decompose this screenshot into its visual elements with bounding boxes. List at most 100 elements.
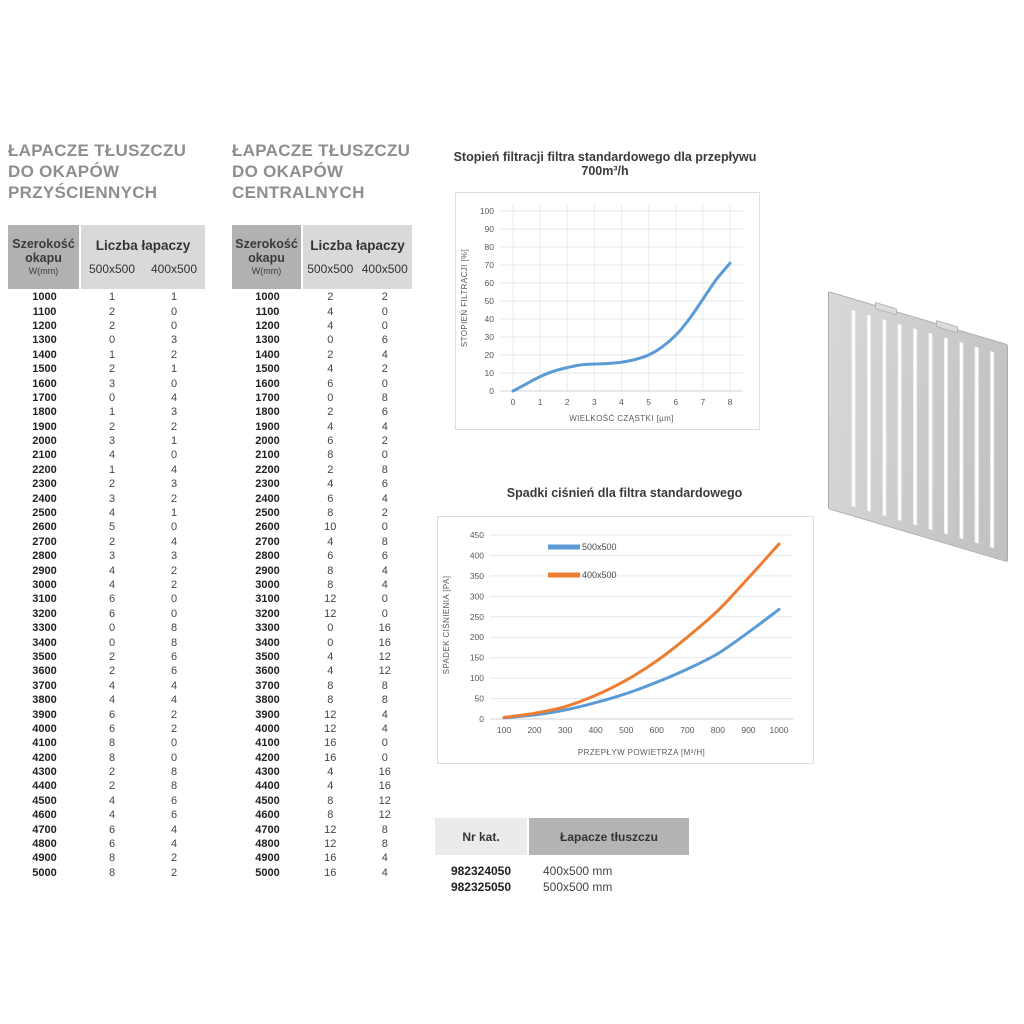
svg-text:2: 2	[565, 397, 570, 407]
table-row: 4000 12 4	[255, 722, 388, 735]
table-row: 1700 0 8	[255, 391, 388, 404]
grease-filter-image	[828, 291, 1008, 563]
svg-text:40: 40	[485, 314, 495, 324]
table-row: 2500 8 2	[255, 507, 388, 520]
table-row: 2200 1 4	[32, 463, 178, 476]
table-row: 3400 0 8	[32, 636, 178, 649]
catalog-row: 982325050 500x500 mm	[435, 879, 689, 895]
filter-tab	[935, 319, 958, 334]
svg-text:400x500: 400x500	[582, 570, 617, 580]
table-row: 2000 3 1	[32, 435, 178, 448]
title-line: CENTRALNYCH	[232, 183, 365, 202]
table-row: 2100 8 0	[255, 449, 388, 462]
table-row: 3000 4 2	[32, 579, 178, 591]
catalog-numbers-table: Nr kat. Łapacze tłuszczu 982324050 400x5…	[435, 818, 689, 895]
table-row: 3300 0 8	[32, 622, 178, 635]
table-row: 2200 2 8	[255, 463, 388, 476]
filtration-degree-chart: 0 10 20 30 40 50 60 70 80 90 100 0 1 2 3 4 5 6 7 8 WIELKOŚĆ …	[455, 192, 760, 430]
table-row: 1200 4 0	[255, 319, 388, 332]
column-header-500x500: 500x500	[88, 262, 136, 276]
table-header: Szerokość okapu W(mm) Liczba łapaczy 500…	[232, 225, 412, 289]
title-line: PRZYŚCIENNYCH	[8, 183, 158, 202]
svg-text:150: 150	[470, 653, 484, 663]
table-row: 4800 12 8	[255, 838, 388, 851]
section-title-central-hoods: ŁAPACZE TŁUSZCZU DO OKAPÓW CENTRALNYCH	[232, 140, 412, 203]
table-row: 2700 2 4	[32, 535, 178, 548]
title-line: ŁAPACZE TŁUSZCZU	[232, 141, 411, 160]
svg-text:1: 1	[538, 397, 543, 407]
table-row: 4200 16 0	[255, 751, 388, 764]
column-header-500x500: 500x500	[307, 262, 354, 276]
table-row: 4800 6 4	[32, 838, 178, 851]
table-row: 3600 2 6	[32, 665, 178, 678]
svg-text:600: 600	[650, 725, 664, 735]
table-row: 3500 2 6	[32, 650, 178, 663]
table-row: 3300 0 16	[255, 622, 391, 635]
table-row: 2400 6 4	[255, 492, 388, 505]
table-row: 4300 4 16	[255, 766, 391, 779]
filter-baffle-slots	[841, 306, 995, 549]
svg-text:8: 8	[728, 397, 733, 407]
table-row: 1100 4 0	[255, 305, 388, 318]
table-row: 1800 1 3	[32, 406, 178, 419]
catalog-number-header: Nr kat.	[435, 818, 527, 855]
table-row: 4900 16 4	[255, 852, 388, 865]
table-row: 3800 4 4	[32, 694, 178, 707]
pressure-drop-chart-title: Spadki ciśnień dla filtra standardowego	[506, 486, 743, 500]
catalog-number: 982325050	[450, 880, 512, 894]
table-row: 2300 2 3	[32, 478, 178, 491]
svg-text:0: 0	[489, 386, 494, 396]
table-row: 1800 2 6	[255, 406, 388, 419]
table-row: 3500 4 12	[255, 650, 391, 663]
svg-text:350: 350	[470, 571, 484, 581]
svg-text:SPADEK CIŚNIENIA [PA]: SPADEK CIŚNIENIA [PA]	[442, 576, 451, 675]
table-row: 1000 2 2	[255, 291, 388, 304]
hood-width-header-cell: Szerokość okapu W(mm)	[232, 225, 301, 289]
table-body: 1000 1 1 1100 2 0 1200 2 0 1300 0 3 1400 1 2 1500 2 1 1600…	[8, 290, 205, 880]
column-header-400x500: 400x500	[150, 262, 198, 276]
table-header: Szerokość okapu W(mm) Liczba łapaczy 500…	[8, 225, 205, 289]
table-row: 4700 6 4	[32, 823, 178, 836]
svg-text:500x500: 500x500	[582, 542, 617, 552]
table-row: 2800 6 6	[255, 550, 388, 563]
table-row: 4400 4 16	[255, 780, 391, 793]
filtration-chart-title: Stopień filtracji filtra standardowego d…	[453, 150, 757, 178]
table-row: 2500 4 1	[32, 507, 178, 520]
catcher-size: 500x500 mm	[543, 880, 613, 894]
title-line: DO OKAPÓW	[232, 162, 344, 181]
svg-text:7: 7	[701, 397, 706, 407]
table-row: 4300 2 8	[32, 766, 178, 779]
table-row: 4600 4 6	[32, 809, 178, 822]
table-row: 3000 8 4	[255, 579, 388, 591]
table-row: 2000 6 2	[255, 435, 388, 448]
table-row: 5000 8 2	[32, 866, 178, 879]
table-row: 1200 2 0	[32, 319, 178, 332]
table-row: 4400 2 8	[32, 780, 178, 793]
svg-text:90: 90	[485, 224, 495, 234]
table-row: 4100 16 0	[255, 737, 388, 750]
title-line: ŁAPACZE TŁUSZCZU	[8, 141, 187, 160]
grease-catcher-header: Łapacze tłuszczu	[529, 818, 689, 855]
table-row: 2400 3 2	[32, 492, 178, 505]
catcher-count-header-cell: Liczba łapaczy 500x500 400x500	[81, 225, 205, 289]
table-row: 1400 2 4	[255, 348, 388, 361]
table-row: 3800 8 8	[255, 694, 388, 707]
table-row: 4100 8 0	[32, 737, 178, 750]
table-row: 2600 10 0	[255, 521, 388, 534]
table-row: 4700 12 8	[255, 823, 388, 836]
pressure-drop-chart: 0 50 100 150 200 250 300 350 400 450 100 200 300 400 5…	[437, 516, 814, 764]
table-row: 1600 3 0	[32, 377, 178, 390]
table-row: 1000 1 1	[32, 291, 178, 304]
table-row: 3400 0 16	[255, 636, 391, 649]
table-row: 1400 1 2	[32, 348, 178, 361]
table-row: 3100 12 0	[255, 593, 388, 606]
svg-text:60: 60	[485, 278, 495, 288]
svg-text:400: 400	[589, 725, 603, 735]
table-row: 4600 8 12	[255, 809, 391, 822]
table-row: 3700 8 8	[255, 679, 388, 692]
svg-text:4: 4	[619, 397, 624, 407]
table-row: 3900 12 4	[255, 708, 388, 721]
svg-text:20: 20	[485, 350, 495, 360]
table-row: 3200 12 0	[255, 607, 388, 620]
filter-tab	[875, 302, 898, 316]
